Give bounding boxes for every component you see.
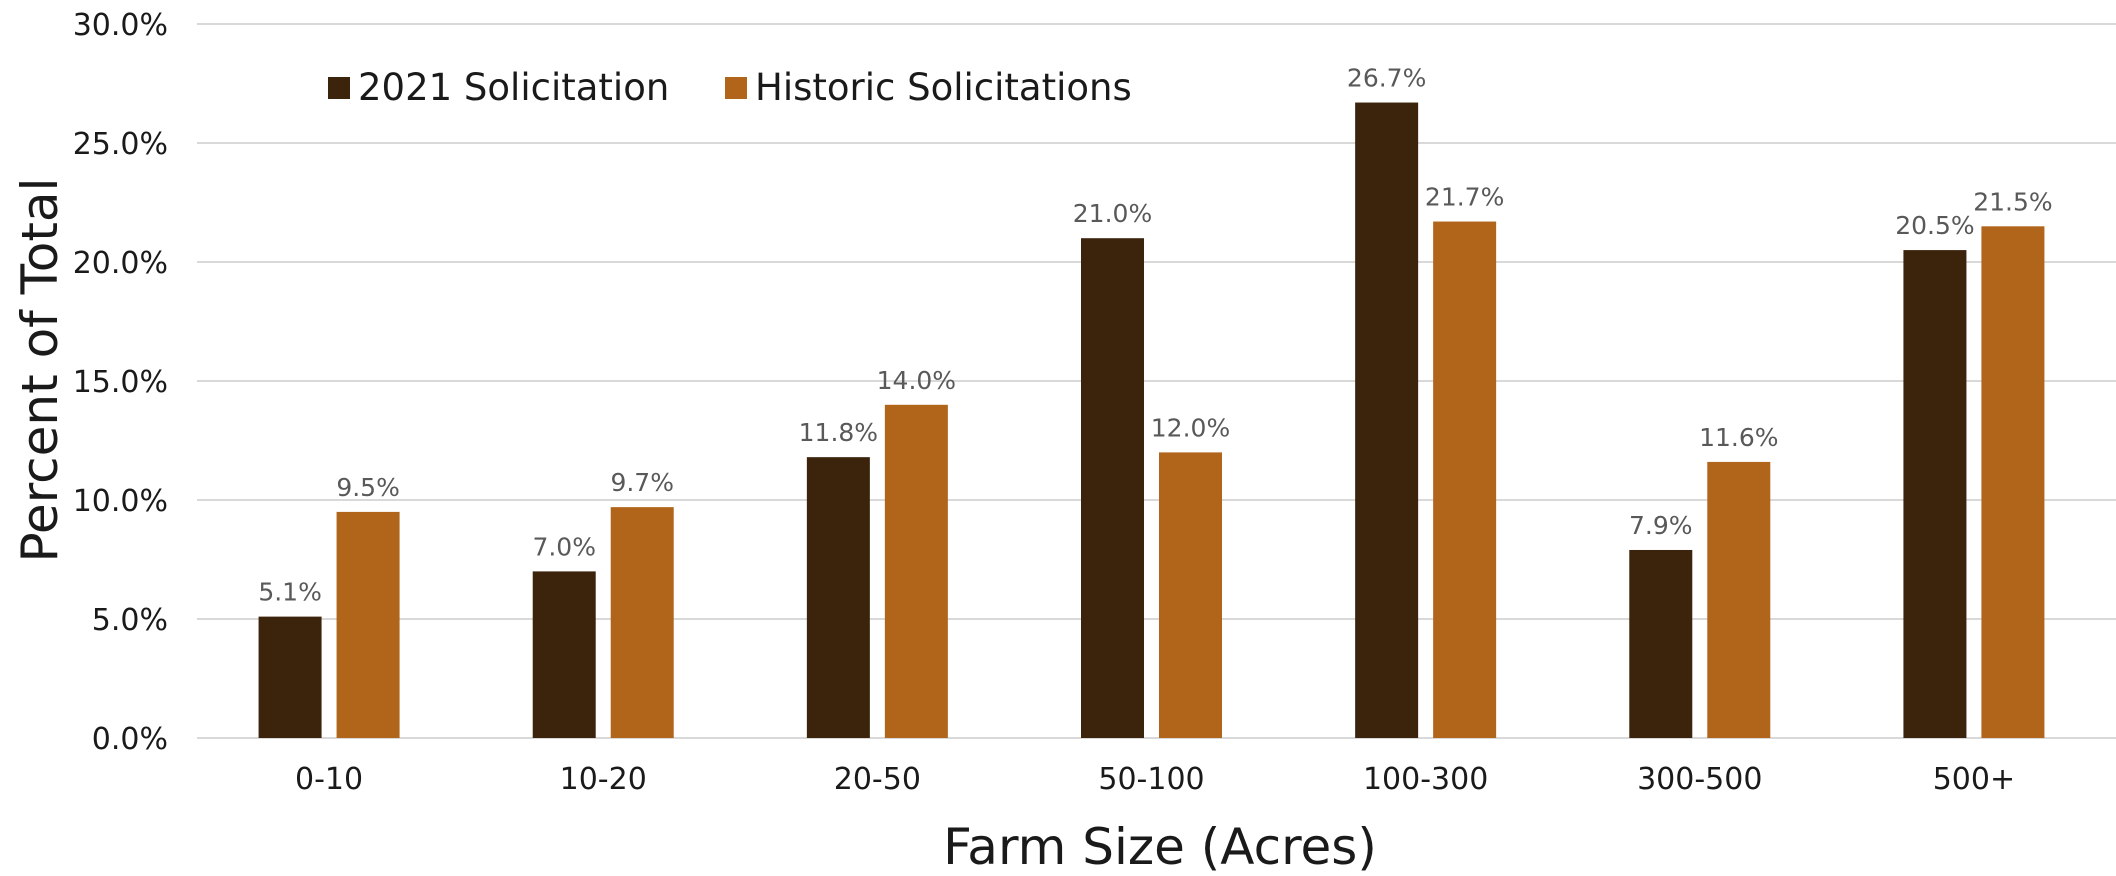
y-tick-label: 15.0% bbox=[73, 365, 168, 400]
legend-swatch bbox=[328, 77, 350, 99]
legend: 2021 Solicitation Historic Solicitations bbox=[328, 66, 1132, 109]
bar-series1 bbox=[1903, 250, 1967, 738]
legend-label: 2021 Solicitation bbox=[358, 66, 669, 109]
data-label: 7.0% bbox=[532, 532, 596, 561]
x-tick-label: 500+ bbox=[1933, 762, 2015, 797]
bar-series1 bbox=[532, 571, 596, 738]
x-tick-label: 10-20 bbox=[560, 762, 647, 797]
data-label: 20.5% bbox=[1895, 211, 1974, 240]
data-label: 7.9% bbox=[1629, 511, 1693, 540]
bar-series1 bbox=[1629, 549, 1693, 738]
data-label: 21.7% bbox=[1425, 183, 1504, 212]
bar-series1 bbox=[806, 457, 870, 738]
x-axis-ticks: 0-10 10-20 20-50 50-100 100-300 300-500 500+ bbox=[295, 762, 2015, 797]
x-tick-label: 100-300 bbox=[1363, 762, 1488, 797]
bar-series1 bbox=[1355, 102, 1419, 739]
bar-series2 bbox=[1981, 226, 2045, 739]
bar-series2 bbox=[1433, 221, 1497, 739]
legend-label: Historic Solicitations bbox=[755, 66, 1132, 109]
data-label: 21.5% bbox=[1973, 187, 2052, 216]
bar-series2 bbox=[884, 404, 948, 738]
x-tick-label: 20-50 bbox=[834, 762, 921, 797]
x-axis-title: Farm Size (Acres) bbox=[943, 818, 1377, 876]
x-tick-label: 0-10 bbox=[295, 762, 363, 797]
data-label: 9.5% bbox=[336, 473, 400, 502]
data-label: 12.0% bbox=[1151, 413, 1230, 442]
data-label: 14.0% bbox=[877, 366, 956, 395]
data-label: 9.7% bbox=[610, 468, 674, 497]
bar-series2 bbox=[1707, 461, 1771, 738]
y-axis-ticks: 0.0% 5.0% 10.0% 15.0% 20.0% 25.0% 30.0% bbox=[73, 8, 168, 757]
bar-series2 bbox=[1159, 452, 1222, 738]
y-tick-label: 20.0% bbox=[73, 246, 168, 281]
y-tick-label: 30.0% bbox=[73, 8, 168, 43]
y-tick-label: 25.0% bbox=[73, 127, 168, 162]
data-labels: 5.1% 9.5% 7.0% 9.7% 11.8% 14.0% 21.0% 12.0% 26.7… bbox=[258, 64, 2052, 607]
bar-series2 bbox=[610, 507, 674, 738]
x-tick-label: 300-500 bbox=[1637, 762, 1762, 797]
bars bbox=[258, 102, 2045, 739]
legend-swatch bbox=[725, 77, 747, 99]
data-label: 21.0% bbox=[1073, 199, 1152, 228]
bar-series2 bbox=[336, 511, 400, 738]
data-label: 11.8% bbox=[799, 418, 878, 447]
data-label: 26.7% bbox=[1347, 64, 1426, 93]
gridlines bbox=[197, 23, 2116, 739]
x-tick-label: 50-100 bbox=[1098, 762, 1204, 797]
bar-series1 bbox=[1081, 238, 1144, 738]
y-tick-label: 5.0% bbox=[92, 603, 168, 638]
bar-series1 bbox=[258, 616, 322, 738]
data-label: 5.1% bbox=[258, 578, 322, 607]
data-label: 11.6% bbox=[1699, 423, 1778, 452]
y-axis-title: Percent of Total bbox=[11, 178, 69, 563]
y-tick-label: 0.0% bbox=[92, 722, 168, 757]
y-tick-label: 10.0% bbox=[73, 484, 168, 519]
